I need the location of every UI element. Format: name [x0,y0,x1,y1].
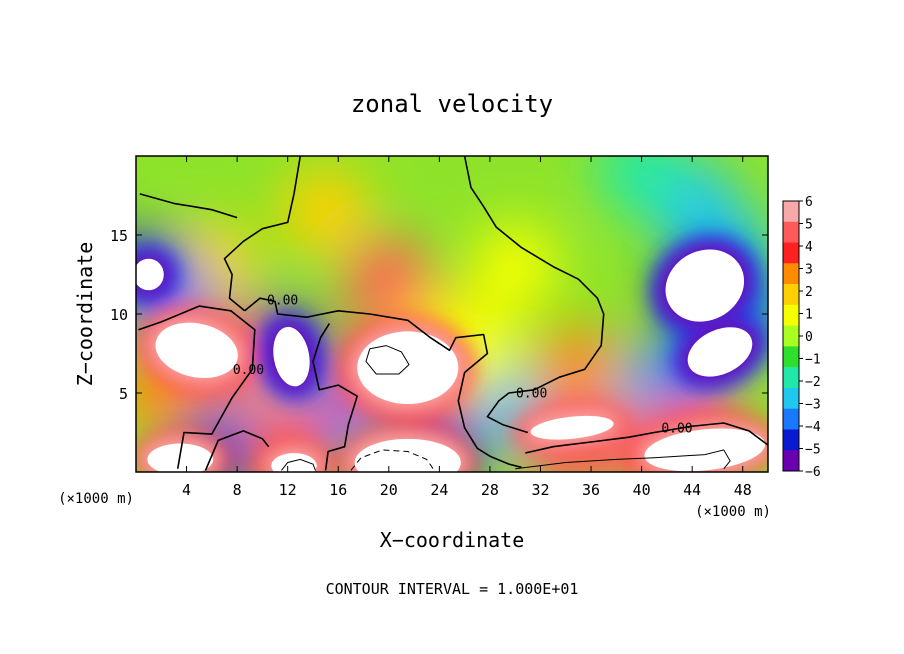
saturated-region-2 [136,258,164,291]
x-tick-label-2: 12 [279,481,297,499]
colorbar-swatch-1 [783,221,799,243]
x-axis: 4 8 12 16 20 24 28 32 36 40 44 48 [182,156,752,499]
colorbar-swatch-0 [783,201,799,223]
saturated-region-6 [530,415,614,440]
colorbar-swatch-6 [783,325,799,347]
colorbar-label-0: 6 [805,195,813,210]
x-tick-label-3: 16 [329,481,347,499]
colorbar-label-11: −5 [805,443,821,458]
x-tick-label-8: 36 [582,481,600,499]
y-tick-label-2: 15 [110,227,128,245]
zero-contour-2 [244,297,522,469]
chart-title: zonal velocity [351,90,553,118]
x-tick-label-10: 44 [683,481,701,499]
aux-contour-2 [350,449,435,471]
field-blob-6 [597,156,686,216]
y-axis: 5 10 15 [110,227,768,403]
x-tick-label-9: 40 [633,481,651,499]
saturated-region-10 [354,438,461,472]
field-blob-1 [281,167,370,256]
colorbar-swatch-2 [783,242,799,264]
saturated-region-5 [357,331,459,405]
zero-contour-1 [223,156,302,312]
zero-contour-4 [204,430,270,471]
plot-area: 0.00 0.00 0.00 0.00 [136,156,768,472]
x-tick-label-5: 24 [430,481,448,499]
contour-labels: 0.00 0.00 0.00 0.00 [233,294,693,437]
aux-contour-3 [515,449,731,470]
contour-interval-note: CONTOUR INTERVAL = 1.000E+01 [326,580,579,598]
x-tick-label-6: 28 [481,481,499,499]
contour-label-1: 0.00 [233,363,264,378]
colorbar-label-4: 2 [805,285,813,300]
saturated-region-0 [665,249,745,322]
colorbar-swatch-9 [783,387,799,409]
velocity-saturated-regions [136,249,766,472]
saturated-region-7 [644,428,766,472]
field-blob-31 [471,222,560,311]
field-blob-26 [534,325,623,414]
contour-label-0: 0.00 [267,294,298,309]
saturated-region-9 [271,453,317,472]
y-tick-label-0: 5 [119,385,128,403]
aux-contour-0 [365,345,410,375]
colorbar-swatch-5 [783,304,799,326]
colorbar-label-8: −2 [805,375,821,390]
saturated-region-8 [147,443,214,472]
x-tick-label-4: 20 [380,481,398,499]
x-unit-left: (×1000 m) [58,491,134,507]
y-axis-label: Z−coordinate [73,242,97,387]
zero-contour-6 [525,422,768,454]
y-tick-label-1: 10 [110,306,128,324]
saturated-region-1 [687,327,753,377]
x-axis-label: X−coordinate [380,528,525,552]
zero-contour-3 [312,323,358,471]
contour-label-3: 0.00 [661,422,692,437]
colorbar-swatch-7 [783,346,799,368]
colorbar-swatch-10 [783,408,799,430]
aux-contour-1 [281,458,316,471]
zero-contour-7 [139,193,238,219]
colorbar-swatch-8 [783,367,799,389]
colorbar-swatch-11 [783,429,799,451]
contour-label-2: 0.00 [516,387,547,402]
saturated-region-3 [273,326,310,387]
zero-contour-5 [463,156,605,434]
colorbar-label-1: 5 [805,218,813,233]
zero-contour-0 [138,305,256,469]
x-tick-label-0: 4 [182,481,191,499]
colorbar-label-9: −3 [805,398,821,413]
colorbar-swatch-4 [783,284,799,306]
colorbar-label-3: 3 [805,263,813,278]
saturated-region-4 [155,322,238,379]
x-tick-label-1: 8 [233,481,242,499]
x-tick-label-11: 48 [734,481,752,499]
colorbar-swatch-12 [783,450,799,472]
x-unit-right: (×1000 m) [695,504,771,520]
colorbar-label-10: −4 [805,420,821,435]
colorbar-swatch-3 [783,263,799,285]
colorbar-label-6: 0 [805,330,813,345]
x-tick-label-7: 32 [531,481,549,499]
colorbar-label-2: 4 [805,240,813,255]
colorbar-label-12: −6 [805,465,821,480]
colorbar: 6 5 4 3 2 1 0 −1 −2 −3 −4 −5 −6 [782,195,821,480]
contour-lines [138,156,768,471]
colorbar-label-7: −1 [805,353,821,368]
colorbar-label-5: 1 [805,308,813,323]
